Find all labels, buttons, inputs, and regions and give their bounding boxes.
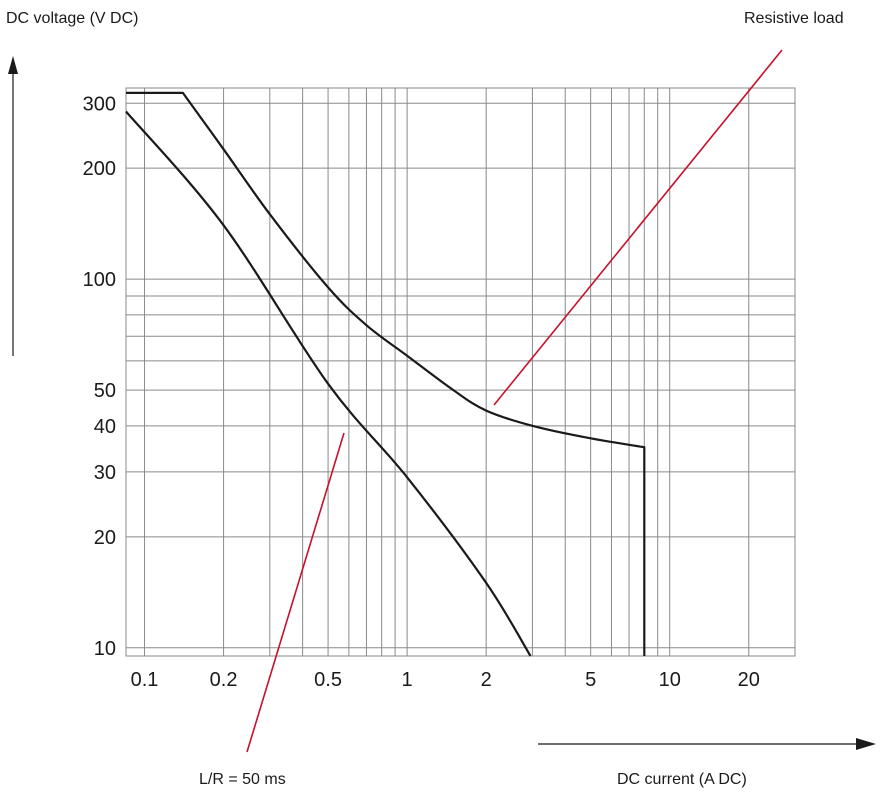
plot-frame (125, 87, 796, 657)
x-axis-arrow-head (856, 738, 876, 750)
x-axis-label: DC current (A DC) (617, 771, 747, 788)
x-tick-label: 0.5 (314, 669, 342, 691)
y-tick-label: 200 (83, 158, 116, 180)
series-resistive-load (126, 91, 646, 656)
x-tick-label: 0.2 (210, 669, 238, 691)
y-tick-label: 50 (94, 380, 116, 402)
x-tick-label: 20 (738, 669, 760, 691)
x-tick-label: 5 (585, 669, 596, 691)
tick-labels: 0.1 0.2 0.5 1 2 5 10 20 10 20 30 40 50 100 200 300 (83, 93, 760, 691)
x-tick-label: 1 (402, 669, 413, 691)
y-axis-arrow-head (8, 56, 18, 74)
x-tick-label: 2 (481, 669, 492, 691)
y-tick-label: 20 (94, 527, 116, 549)
curves (125, 91, 646, 657)
x-tick-label: 10 (659, 669, 681, 691)
y-tick-label: 10 (94, 638, 116, 660)
y-tick-label: 40 (94, 416, 116, 438)
y-tick-label: 100 (83, 269, 116, 291)
y-tick-label: 30 (94, 462, 116, 484)
x-tick-label: 0.1 (131, 669, 159, 691)
annotation-line-resistive-load (493, 49, 783, 406)
series-label-resistive-load: Resistive load (744, 10, 844, 27)
grid (125, 87, 796, 657)
annotation-lines (246, 49, 783, 753)
y-axis-label: DC voltage (V DC) (6, 10, 138, 27)
series-inductive-load (125, 110, 532, 657)
annotation-line-inductive-load (246, 432, 345, 753)
series-label-inductive-load: L/R = 50 ms (199, 771, 286, 788)
y-tick-label: 300 (83, 93, 116, 115)
